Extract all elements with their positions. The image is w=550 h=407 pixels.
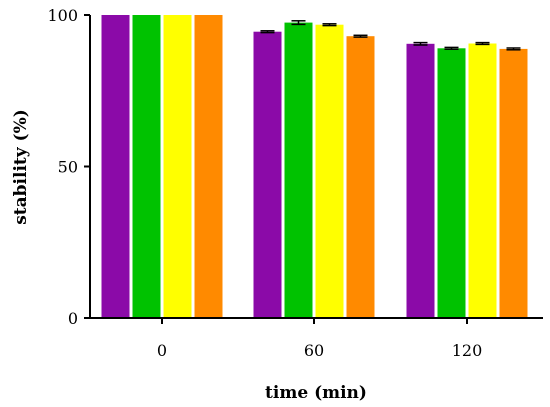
bars-layer	[101, 15, 528, 319]
error-bar-s1-120	[413, 41, 428, 46]
ticks-layer: 0 50 100 0 60 120	[47, 6, 482, 360]
bar-s1-0	[101, 15, 130, 318]
y-tick-label-50: 50	[58, 158, 78, 177]
bar-s2-0	[132, 15, 161, 318]
error-bar-s3-60	[322, 23, 337, 27]
error-bar-s2-60	[291, 20, 306, 26]
bar-s4-0	[194, 15, 223, 318]
x-tick-label-60: 60	[304, 341, 324, 360]
bar-s2-120	[437, 48, 466, 319]
error-bar-s4-60	[353, 34, 368, 38]
y-tick-label-100: 100	[47, 6, 78, 25]
bar-s3-60	[315, 24, 344, 318]
error-bar-s2-120	[444, 46, 459, 50]
y-tick-label-0: 0	[68, 309, 78, 328]
y-axis-title: stability (%)	[11, 109, 31, 225]
error-bar-s3-120	[475, 41, 490, 46]
bar-s2-60	[284, 22, 313, 318]
x-axis-title: time (min)	[265, 383, 367, 403]
error-bars-layer	[260, 20, 521, 51]
x-tick-label-120: 120	[452, 341, 483, 360]
error-bar-s1-60	[260, 30, 275, 34]
bar-s1-60	[253, 31, 282, 318]
x-tick-label-0: 0	[157, 341, 167, 360]
bar-s1-120	[406, 43, 435, 319]
bar-s4-60	[346, 36, 375, 318]
bar-s3-0	[163, 15, 192, 318]
bar-s4-120	[499, 48, 528, 319]
bar-s3-120	[468, 43, 497, 318]
error-bar-s4-120	[506, 47, 521, 51]
